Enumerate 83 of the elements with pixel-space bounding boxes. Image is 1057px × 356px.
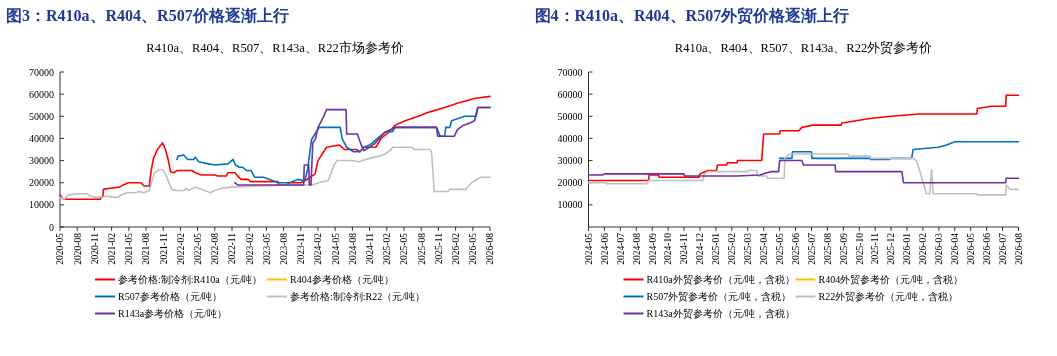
x-tick-label: 2025-01 (711, 232, 722, 265)
chart-subtitle: R410a、R404、R507、R143a、R22市场参考价 (146, 41, 404, 55)
x-tick-label: 2022-02 (175, 232, 186, 265)
y-tick-label: 10000 (557, 199, 583, 211)
x-tick-label: 2023-11 (296, 232, 307, 265)
x-tick-label: 2025-05 (399, 232, 410, 265)
x-tick-label: 2025-10 (854, 232, 865, 265)
y-tick-label: 20000 (557, 177, 583, 189)
y-tick-label: 50000 (557, 110, 583, 122)
x-tick-label: 2022-08 (210, 232, 221, 265)
legend-label: 参考价格:制冷剂:R22（元/吨） (290, 291, 426, 302)
x-tick-label: 2025-02 (382, 232, 393, 265)
legend-label: R404外贸参考价（元/吨，含税） (818, 274, 963, 285)
x-tick-label: 2022-05 (192, 232, 203, 265)
x-tick-label: 2026-01 (902, 232, 913, 265)
x-tick-label: 2025-12 (886, 232, 897, 265)
x-tick-label: 2024-05 (583, 232, 594, 265)
x-tick-label: 2023-08 (278, 232, 289, 265)
legend-label: R404参考价格（元/吨） (290, 274, 395, 285)
chart-title: 图4：R410a、R404、R507外贸价格逐渐上行 (534, 7, 850, 25)
x-tick-label: 2024-11 (364, 232, 375, 265)
x-tick-label: 2026-07 (997, 232, 1008, 265)
y-tick-label: 60000 (29, 88, 54, 100)
x-tick-label: 2025-05 (774, 232, 785, 265)
x-tick-label: 2021-02 (106, 232, 117, 265)
x-tick-label: 2025-07 (806, 232, 817, 265)
x-tick-label: 2026-08 (485, 232, 496, 265)
x-tick-label: 2022-11 (227, 232, 238, 265)
y-tick-label: 30000 (29, 155, 54, 167)
x-tick-label: 2024-02 (313, 232, 324, 265)
x-tick-label: 2025-11 (870, 232, 881, 265)
x-tick-label: 2026-06 (981, 232, 992, 265)
x-tick-label: 2026-02 (450, 232, 461, 265)
legend-label: R143a参考价格（元/吨） (118, 308, 227, 319)
y-tick-label: 40000 (557, 132, 583, 144)
x-tick-label: 2024-12 (695, 232, 706, 265)
x-tick-label: 2026-08 (1013, 232, 1024, 265)
x-tick-label: 2024-07 (615, 232, 626, 265)
x-tick-label: 2020-08 (72, 232, 83, 265)
x-tick-label: 2020-11 (89, 232, 100, 265)
y-tick-label: 30000 (557, 155, 583, 167)
y-tick-label: 0 (49, 221, 54, 233)
legend-label: R410a外贸参考价（元/吨，含税） (646, 274, 796, 285)
x-tick-label: 2024-08 (631, 232, 642, 265)
x-tick-label: 2021-05 (124, 232, 135, 265)
x-tick-label: 2026-04 (950, 232, 961, 265)
x-tick-label: 2024-05 (330, 232, 341, 265)
legend-label: R22外贸参考价（元/吨，含税） (818, 291, 958, 302)
x-tick-label: 2025-03 (743, 232, 754, 265)
x-tick-label: 2025-08 (822, 232, 833, 265)
legend-label: R507外贸参考价（元/吨，含税） (646, 291, 791, 302)
x-tick-label: 2024-06 (599, 232, 610, 265)
x-tick-label: 2025-08 (416, 232, 427, 265)
y-tick-label: 70000 (29, 66, 54, 78)
x-tick-label: 2025-11 (433, 232, 444, 265)
y-tick-label: 50000 (29, 110, 54, 122)
y-tick-label: 60000 (557, 88, 583, 100)
chart-title: 图3：R410a、R404、R507价格逐渐上行 (6, 7, 289, 24)
x-tick-label: 2021-11 (158, 232, 169, 265)
x-tick-label: 2026-05 (468, 232, 479, 265)
x-tick-label: 2020-05 (55, 232, 66, 265)
y-tick-label: 20000 (29, 177, 54, 189)
y-tick-label: 70000 (557, 66, 583, 78)
x-tick-label: 2023-02 (244, 232, 255, 265)
legend-label: 参考价格:制冷剂:R410a（元/吨） (118, 274, 263, 285)
x-tick-label: 2021-08 (141, 232, 152, 265)
x-tick-label: 2025-04 (758, 232, 769, 265)
x-tick-label: 2026-05 (966, 232, 977, 265)
chart-subtitle: R410a、R404、R507、R143a、R22外贸参考价 (674, 41, 933, 55)
y-tick-label: 10000 (29, 199, 54, 211)
x-tick-label: 2024-11 (679, 232, 690, 265)
x-tick-label: 2026-02 (918, 232, 929, 265)
x-tick-label: 2023-05 (261, 232, 272, 265)
x-tick-label: 2026-03 (934, 232, 945, 265)
x-tick-label: 2024-08 (347, 232, 358, 265)
x-tick-label: 2025-02 (727, 232, 738, 265)
legend-label: R507参考价格（元/吨） (118, 291, 223, 302)
x-tick-label: 2025-06 (790, 232, 801, 265)
x-tick-label: 2024-10 (663, 232, 674, 265)
x-tick-label: 2024-09 (647, 232, 658, 265)
legend-label: R143a外贸参考价（元/吨，含税） (646, 308, 796, 319)
y-tick-label: 40000 (29, 132, 54, 144)
x-tick-label: 2025-09 (838, 232, 849, 265)
